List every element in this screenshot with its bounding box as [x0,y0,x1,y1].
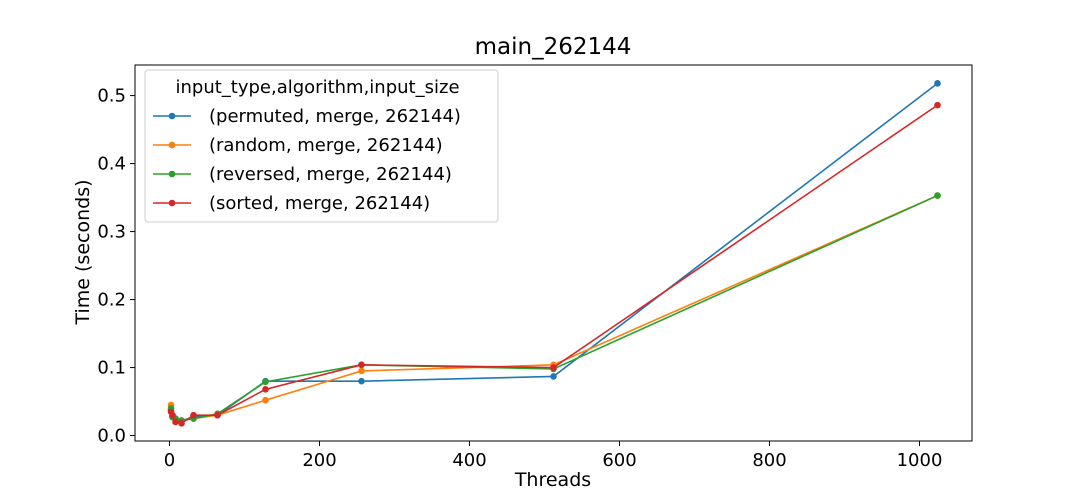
data-point [358,361,365,369]
legend-item: (sorted, merge, 262144) [153,193,430,214]
legend-label: (reversed, merge, 262144) [209,164,452,185]
axes-frame [134,64,973,442]
data-point [934,101,941,109]
series [167,192,941,424]
data-point [262,396,269,404]
data-point [934,80,941,87]
data-point [550,373,557,380]
legend-label: (random, merge, 262144) [209,135,443,156]
series [167,101,941,427]
x-tick-label: 800 [752,450,786,471]
data-point [262,386,269,393]
data-point [262,378,269,386]
legend-label: (sorted, merge, 262144) [209,193,430,214]
data-point [214,411,221,419]
x-axis: 0 200 400 600 800 1000 [164,441,943,471]
chart-title: main_262144 [475,34,632,60]
legend-box [144,69,499,223]
y-tick-label: 0.0 [97,426,126,447]
legend-marker [168,170,176,178]
data-point [934,192,941,199]
series-line [170,104,938,425]
series [167,192,941,424]
data-point [178,420,185,427]
series-layer [167,80,941,427]
data-point [550,364,557,371]
x-axis-title: Threads [514,469,591,491]
series-line [170,194,938,422]
y-tick-label: 0.2 [97,290,126,311]
y-axis-title: Time (seconds) [72,179,94,325]
y-tick-label: 0.4 [97,154,126,175]
data-point [190,411,197,419]
x-tick-label: 1000 [897,450,943,471]
legend-item: (permuted, merge, 262144) [153,106,461,127]
legend-marker [168,199,176,207]
x-tick-label: 400 [452,450,486,471]
y-tick-label: 0.5 [97,86,126,107]
x-tick-label: 0 [164,450,175,471]
data-point [172,418,179,426]
data-point [169,411,176,419]
legend-label: (permuted, merge, 262144) [209,106,461,127]
plot-area [134,64,973,442]
series-line [170,194,938,422]
legend-title: input_type,algorithm,input_size [175,77,459,98]
y-axis: 0.0 0.1 0.2 0.3 0.4 0.5 [97,86,135,447]
x-tick-label: 200 [302,450,336,471]
legend-marker [168,112,176,120]
data-point [358,377,365,385]
x-tick-label: 600 [602,450,636,471]
y-tick-label: 0.3 [97,222,126,243]
data-point [358,367,365,375]
legend: input_type,algorithm,input_size (permuted… [144,69,499,223]
legend-marker [168,141,176,149]
y-tick-label: 0.1 [97,358,126,379]
legend-item: (random, merge, 262144) [153,135,443,156]
legend-item: (reversed, merge, 262144) [153,164,452,185]
